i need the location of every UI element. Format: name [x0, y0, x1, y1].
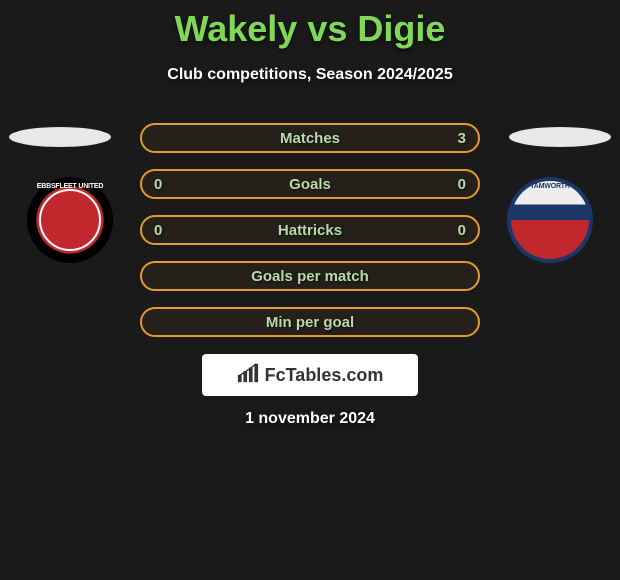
club-name-left: EBBSFLEET UNITED: [31, 183, 109, 190]
logo-text: FcTables.com: [265, 365, 384, 386]
page-title: Wakely vs Digie: [0, 0, 620, 50]
stat-label: Goals: [289, 176, 331, 193]
stat-label: Min per goal: [266, 314, 354, 331]
stat-label: Matches: [280, 130, 340, 147]
stat-left-value: 0: [154, 222, 162, 239]
subtitle: Club competitions, Season 2024/2025: [0, 66, 620, 84]
club-crest-right: TAMWORTH: [507, 177, 593, 263]
stat-right-value: 0: [458, 176, 466, 193]
stat-row-matches: Matches 3: [140, 123, 480, 153]
bar-chart-icon: [237, 363, 259, 388]
stat-left-value: 0: [154, 176, 162, 193]
stat-row-goals-per-match: Goals per match: [140, 261, 480, 291]
player-silhouette-right: [509, 127, 611, 147]
stat-label: Hattricks: [278, 222, 342, 239]
club-name-right: TAMWORTH: [511, 183, 589, 190]
stat-label: Goals per match: [251, 268, 369, 285]
stat-right-value: 0: [458, 222, 466, 239]
club-crest-left: EBBSFLEET UNITED: [27, 177, 113, 263]
stat-row-hattricks: 0 Hattricks 0: [140, 215, 480, 245]
date-label: 1 november 2024: [0, 410, 620, 428]
stat-row-goals: 0 Goals 0: [140, 169, 480, 199]
fctables-logo: FcTables.com: [202, 354, 418, 396]
stat-right-value: 3: [458, 130, 466, 147]
stats-panel: Matches 3 0 Goals 0 0 Hattricks 0 Goals …: [140, 123, 480, 353]
stat-row-min-per-goal: Min per goal: [140, 307, 480, 337]
player-silhouette-left: [9, 127, 111, 147]
